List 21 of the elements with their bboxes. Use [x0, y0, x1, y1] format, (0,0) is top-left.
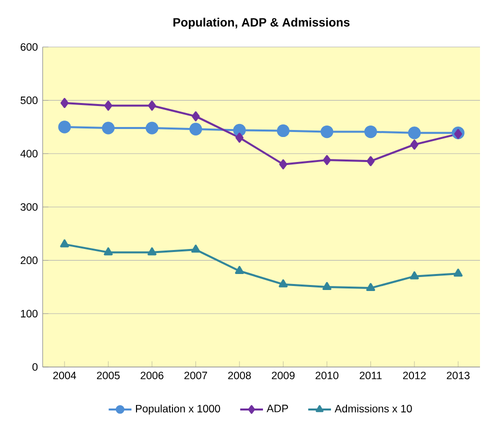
y-tick-label: 600: [20, 43, 38, 51]
x-tick-label: 2012: [403, 372, 426, 380]
y-tick-label: 400: [20, 150, 38, 158]
legend-label: ADP: [266, 404, 288, 412]
y-tick-label: 100: [20, 310, 38, 318]
x-tick-label: 2005: [96, 372, 120, 380]
x-tick-label: 2006: [140, 372, 164, 380]
x-tick-label: 2011: [360, 372, 382, 380]
y-tick-label: 200: [20, 256, 38, 264]
x-tick-label: 2010: [316, 372, 338, 380]
x-tick-label: 2004: [53, 372, 76, 380]
x-tick-label: 2008: [228, 372, 251, 380]
x-tick-label: 2013: [446, 372, 470, 380]
chart-title: Population, ADP & Admissions: [173, 18, 350, 29]
legend-label: Admissions x 10: [334, 404, 412, 412]
x-tick-label: 2009: [272, 372, 295, 380]
y-tick-label: 0: [32, 363, 38, 371]
y-tick-label: 500: [20, 96, 38, 104]
y-tick-label: 300: [20, 203, 38, 211]
x-tick-label: 2007: [184, 372, 208, 380]
legend-label: Population x 1000: [136, 404, 220, 415]
